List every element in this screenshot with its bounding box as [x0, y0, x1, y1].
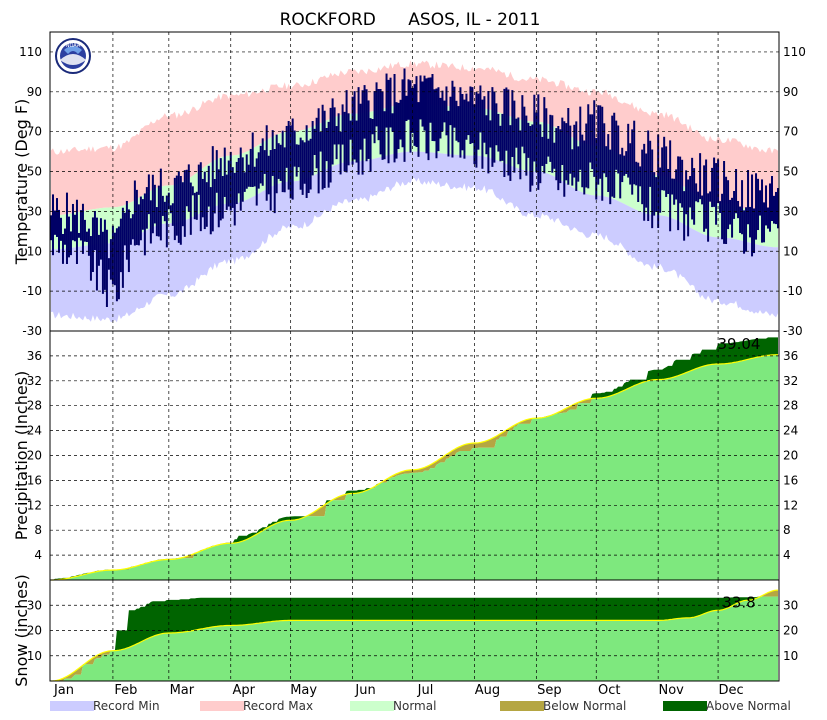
y-tick-label-left: 12	[27, 498, 42, 512]
y-tick-label-right: 20	[783, 624, 798, 638]
y-tick-label-left: 10	[27, 244, 42, 258]
observed-area	[51, 354, 778, 580]
record-min-band	[51, 151, 778, 323]
y-tick-label-left: 20	[27, 449, 42, 463]
y-tick-label-right: 12	[783, 498, 798, 512]
y-tick-label-right: 70	[783, 125, 798, 139]
y-tick-label-left: 20	[27, 624, 42, 638]
total-annotation: 33.8	[722, 594, 755, 612]
y-tick-label-right: 16	[783, 473, 798, 487]
month-label: Feb	[114, 683, 137, 698]
y-tick-label-left: 10	[27, 649, 42, 663]
y-tick-label-right: 30	[783, 598, 798, 612]
precipitation-panel: 4 4 8 8 12 12 16 16 20 20 24 24 28 28 32 32 36 36 Precipit…	[12, 330, 798, 581]
month-label: Mar	[170, 683, 195, 698]
y-tick-label-right: 24	[783, 424, 798, 438]
y-tick-label-right: 110	[783, 45, 806, 59]
month-label: Jun	[354, 683, 375, 698]
chart-title: ROCKFORD ASOS, IL - 2011	[280, 10, 541, 30]
y-tick-label-right: -30	[783, 324, 803, 338]
y-axis-label: Snow (inches)	[12, 574, 31, 686]
month-label: Apr	[233, 683, 256, 698]
y-tick-label-left: 70	[27, 125, 42, 139]
legend-label: Above Normal	[706, 699, 791, 713]
month-label: Oct	[598, 683, 620, 698]
legend-label: Record Max	[243, 699, 313, 713]
y-tick-label-left: 50	[27, 165, 42, 179]
y-tick-label-left: 8	[34, 523, 42, 537]
y-axis-label: Temperature (Deg F)	[12, 99, 31, 266]
legend-swatch	[663, 701, 707, 711]
legend-swatch	[350, 701, 394, 711]
y-tick-label-right: 28	[783, 399, 798, 413]
month-label: Jan	[53, 683, 74, 698]
month-label: Dec	[719, 683, 744, 698]
noaa-logo-text: NOAA	[66, 43, 81, 49]
y-tick-label-left: 110	[19, 45, 42, 59]
y-tick-label-right: 20	[783, 449, 798, 463]
y-tick-label-right: 10	[783, 244, 798, 258]
legend-label: Record Min	[93, 699, 160, 713]
y-tick-label-right: 4	[783, 548, 791, 562]
month-label: Jul	[417, 683, 434, 698]
y-tick-label-left: 90	[27, 85, 42, 99]
legend-label: Normal	[393, 699, 436, 713]
y-tick-label-left: 16	[27, 473, 42, 487]
normal-line	[51, 354, 778, 581]
total-annotation: 39.04	[718, 335, 761, 353]
y-tick-label-left: 24	[27, 424, 42, 438]
y-tick-label-left: 28	[27, 399, 42, 413]
month-label: May	[290, 683, 317, 698]
y-tick-label-left: -30	[22, 324, 42, 338]
y-axis-label: Precipitation (Inches)	[12, 371, 31, 541]
y-tick-label-left: 32	[27, 374, 42, 388]
y-tick-label-left: 30	[27, 204, 42, 218]
panel-border	[49, 579, 780, 682]
y-tick-label-right: -10	[783, 284, 803, 298]
y-tick-label-right: 36	[783, 349, 798, 363]
legend-swatch	[50, 701, 94, 711]
month-label: Nov	[658, 683, 684, 698]
legend: Record Min Record Max Normal Below Normal Ab…	[50, 699, 791, 713]
y-tick-label-right: 50	[783, 165, 798, 179]
y-tick-label-right: 8	[783, 523, 791, 537]
legend-swatch	[200, 701, 244, 711]
normal-line	[50, 589, 779, 682]
month-label: Aug	[475, 683, 500, 698]
y-tick-label-right: 30	[783, 204, 798, 218]
legend-swatch	[500, 701, 544, 711]
y-tick-label-left: 30	[27, 598, 42, 612]
y-tick-label-left: 36	[27, 349, 42, 363]
temperature-panel: -30 -30 -10 -10 10 10 30 30 50 50 70 70 90 90 110 110 Te…	[12, 31, 806, 338]
y-tick-label-right: 32	[783, 374, 798, 388]
legend-label: Below Normal	[543, 699, 626, 713]
y-tick-label-right: 10	[783, 649, 798, 663]
month-axis: Jan Feb Mar Apr May Jun Jul Aug Sep Oct Nov Dec	[53, 683, 744, 698]
y-tick-label-left: 4	[34, 548, 42, 562]
y-tick-label-left: -10	[22, 284, 42, 298]
y-tick-label-right: 90	[783, 85, 798, 99]
noaa-logo-icon: NOAA	[55, 38, 91, 74]
month-label: Sep	[537, 683, 562, 698]
